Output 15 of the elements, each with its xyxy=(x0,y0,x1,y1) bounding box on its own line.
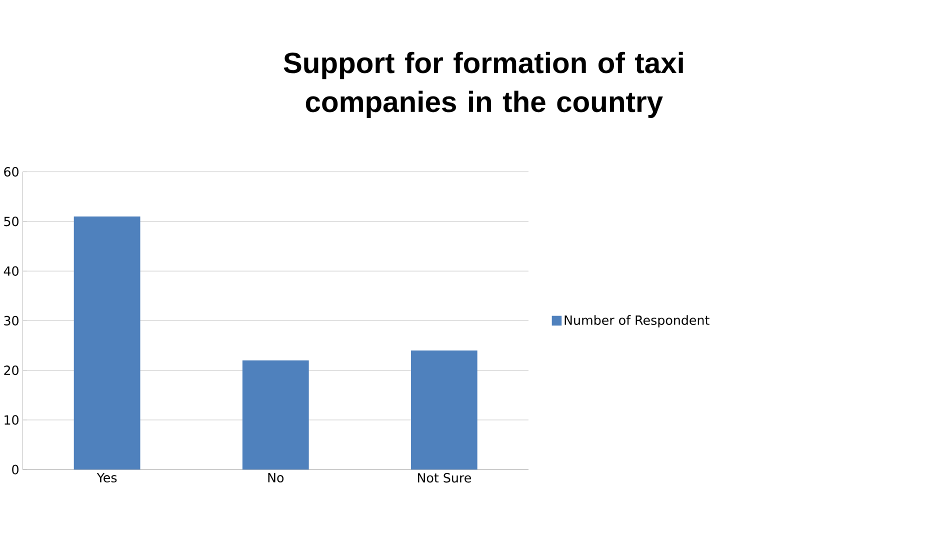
y-tick-label: 40 xyxy=(4,266,18,276)
x-tick-label: No xyxy=(268,473,284,483)
y-tick-label: 50 xyxy=(4,216,18,226)
x-tick-label: Not Sure xyxy=(418,473,472,483)
y-tick-label: 0 xyxy=(12,464,18,475)
y-tick-label: 10 xyxy=(4,415,18,425)
y-tick-label: 20 xyxy=(4,366,18,376)
bar xyxy=(242,360,309,470)
y-tick-label: 30 xyxy=(4,316,18,326)
bar xyxy=(74,216,140,470)
bar xyxy=(411,350,478,470)
y-tick-label: 60 xyxy=(4,167,18,177)
chart-title: Support for formation of taxi companies in the country xyxy=(284,52,683,118)
legend-label: Number of Respondent xyxy=(564,315,710,328)
x-tick-label: Yes xyxy=(96,473,117,483)
